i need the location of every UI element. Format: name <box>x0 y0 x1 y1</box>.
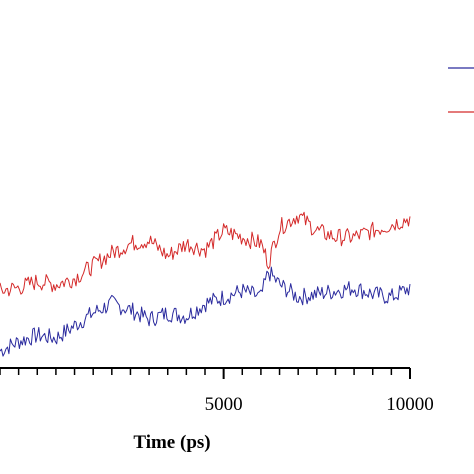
series-line-2 <box>0 211 411 297</box>
x-tick-label: 10000 <box>386 394 434 415</box>
x-tick-label: 5000 <box>205 394 243 415</box>
x-axis-title: Time (ps) <box>133 432 210 453</box>
legend <box>448 67 474 113</box>
x-axis: 5000 10000 <box>0 367 434 415</box>
series-layer <box>0 211 411 357</box>
series-line-1 <box>0 266 411 357</box>
